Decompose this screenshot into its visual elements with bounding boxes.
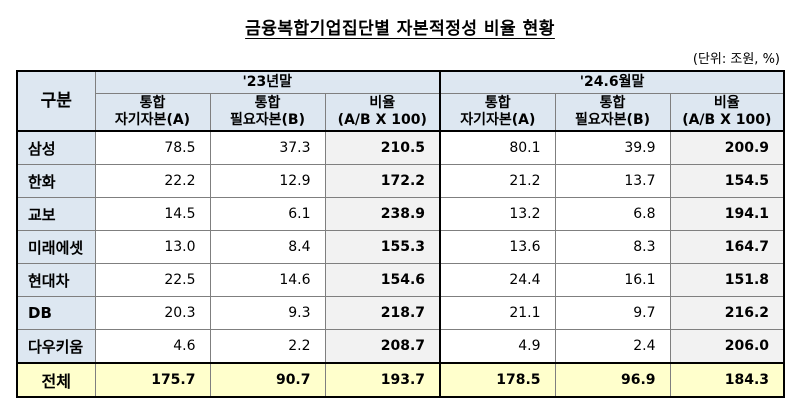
ratio-cell: 155.3: [324, 230, 441, 264]
value-cell: 20.3: [94, 296, 211, 330]
header-col-ratio: 비율 (A/B X 100): [324, 92, 441, 132]
row-label: 한화: [16, 164, 96, 198]
row-label: 교보: [16, 197, 96, 231]
value-cell: 13.2: [439, 197, 556, 231]
header-category: 구분: [16, 70, 96, 132]
page-title: 금융복합기업집단별 자본적정성 비율 현황: [245, 19, 555, 39]
ratio-cell: 172.2: [324, 164, 441, 198]
unit-note: (단위: 조원, %): [692, 52, 780, 67]
value-cell: 8.4: [209, 230, 326, 264]
value-cell: 78.5: [94, 130, 211, 165]
header-col-ratio: 비율 (A/B X 100): [669, 92, 785, 132]
value-cell: 14.6: [209, 263, 326, 297]
row-label: 전체: [16, 362, 96, 398]
value-cell: 9.3: [209, 296, 326, 330]
ratio-cell: 194.1: [669, 197, 785, 231]
value-cell: 178.5: [439, 362, 556, 398]
ratio-cell: 154.5: [669, 164, 785, 198]
value-cell: 4.9: [439, 329, 556, 364]
value-cell: 13.7: [554, 164, 671, 198]
value-cell: 16.1: [554, 263, 671, 297]
value-cell: 14.5: [94, 197, 211, 231]
table-row: 다우키움 4.6 2.2 208.7 4.9 2.4 206.0: [16, 329, 785, 364]
table-total-row: 전체 175.7 90.7 193.7 178.5 96.9 184.3: [16, 362, 785, 398]
value-cell: 80.1: [439, 130, 556, 165]
value-cell: 6.8: [554, 197, 671, 231]
row-label: 삼성: [16, 130, 96, 165]
capital-adequacy-table: 구분 '23년말 '24.6월말 통합 자기자본(A) 통합 필요자본(B) 비율(…: [16, 70, 786, 398]
ratio-cell: 206.0: [669, 329, 785, 364]
table-row: 교보 14.5 6.1 238.9 13.2 6.8 194.1: [16, 197, 785, 231]
header-col-equity: 통합 자기자본(A): [439, 92, 556, 132]
value-cell: 4.6: [94, 329, 211, 364]
table-row: 삼성 78.5 37.3 210.5 80.1 39.9 200.9: [16, 130, 785, 165]
row-label: 다우키움: [16, 329, 96, 364]
value-cell: 21.1: [439, 296, 556, 330]
value-cell: 2.4: [554, 329, 671, 364]
value-cell: 21.2: [439, 164, 556, 198]
value-cell: 96.9: [554, 362, 671, 398]
ratio-cell: 208.7: [324, 329, 441, 364]
value-cell: 22.2: [94, 164, 211, 198]
value-cell: 175.7: [94, 362, 211, 398]
value-cell: 39.9: [554, 130, 671, 165]
table-row: DB 20.3 9.3 218.7 21.1 9.7 216.2: [16, 296, 785, 330]
ratio-cell: 184.3: [669, 362, 785, 398]
header-col-required: 통합 필요자본(B): [209, 92, 326, 132]
header-col-required: 통합 필요자본(B): [554, 92, 671, 132]
ratio-cell: 218.7: [324, 296, 441, 330]
value-cell: 12.9: [209, 164, 326, 198]
value-cell: 24.4: [439, 263, 556, 297]
value-cell: 90.7: [209, 362, 326, 398]
ratio-cell: 200.9: [669, 130, 785, 165]
value-cell: 6.1: [209, 197, 326, 231]
value-cell: 37.3: [209, 130, 326, 165]
value-cell: 2.2: [209, 329, 326, 364]
header-period-2023: '23년말: [94, 70, 441, 94]
value-cell: 13.0: [94, 230, 211, 264]
row-label: 현대차: [16, 263, 96, 297]
ratio-cell: 164.7: [669, 230, 785, 264]
header-col-equity: 통합 자기자본(A): [94, 92, 211, 132]
table-row: 현대차 22.5 14.6 154.6 24.4 16.1 151.8: [16, 263, 785, 297]
value-cell: 13.6: [439, 230, 556, 264]
ratio-cell: 210.5: [324, 130, 441, 165]
row-label: DB: [16, 296, 96, 330]
ratio-cell: 216.2: [669, 296, 785, 330]
value-cell: 9.7: [554, 296, 671, 330]
ratio-cell: 151.8: [669, 263, 785, 297]
table-row: 한화 22.2 12.9 172.2 21.2 13.7 154.5: [16, 164, 785, 198]
ratio-cell: 154.6: [324, 263, 441, 297]
value-cell: 8.3: [554, 230, 671, 264]
table-row: 미래에셋 13.0 8.4 155.3 13.6 8.3 164.7: [16, 230, 785, 264]
header-period-2024: '24.6월말: [439, 70, 785, 94]
value-cell: 22.5: [94, 263, 211, 297]
row-label: 미래에셋: [16, 230, 96, 264]
ratio-cell: 193.7: [324, 362, 441, 398]
ratio-cell: 238.9: [324, 197, 441, 231]
